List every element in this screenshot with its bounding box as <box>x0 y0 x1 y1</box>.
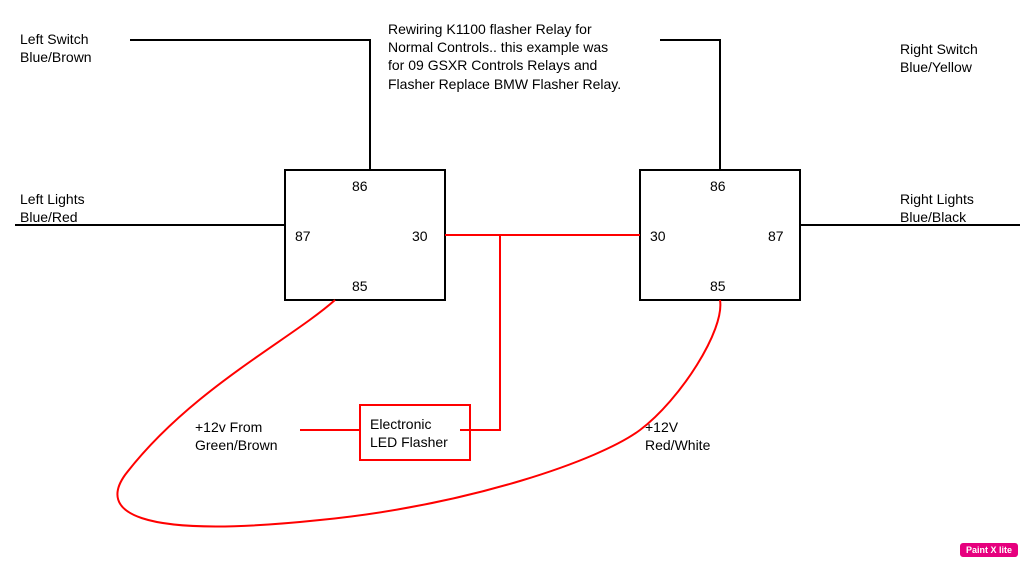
flasher-box-label: Electronic LED Flasher <box>370 415 448 451</box>
left-switch-label: Left Switch Blue/Brown <box>20 30 92 66</box>
plus12-left-label: +12v From Green/Brown <box>195 418 277 454</box>
relay-right-85: 85 <box>710 278 726 294</box>
relay-right-86: 86 <box>710 178 726 194</box>
red-wires <box>117 235 720 526</box>
relay-right-30: 30 <box>650 228 666 244</box>
watermark-badge: Paint X lite <box>960 543 1018 557</box>
right-lights-label: Right Lights Blue/Black <box>900 190 974 226</box>
left-lights-label: Left Lights Blue/Red <box>20 190 85 226</box>
right-switch-label: Right Switch Blue/Yellow <box>900 40 978 76</box>
diagram-title: Rewiring K1100 flasher Relay for Normal … <box>388 20 621 93</box>
relay-right-87: 87 <box>768 228 784 244</box>
relay-left-86: 86 <box>352 178 368 194</box>
plus12-right-label: +12V Red/White <box>645 418 710 454</box>
relay-left-30: 30 <box>412 228 428 244</box>
relay-left-87: 87 <box>295 228 311 244</box>
relay-left-85: 85 <box>352 278 368 294</box>
